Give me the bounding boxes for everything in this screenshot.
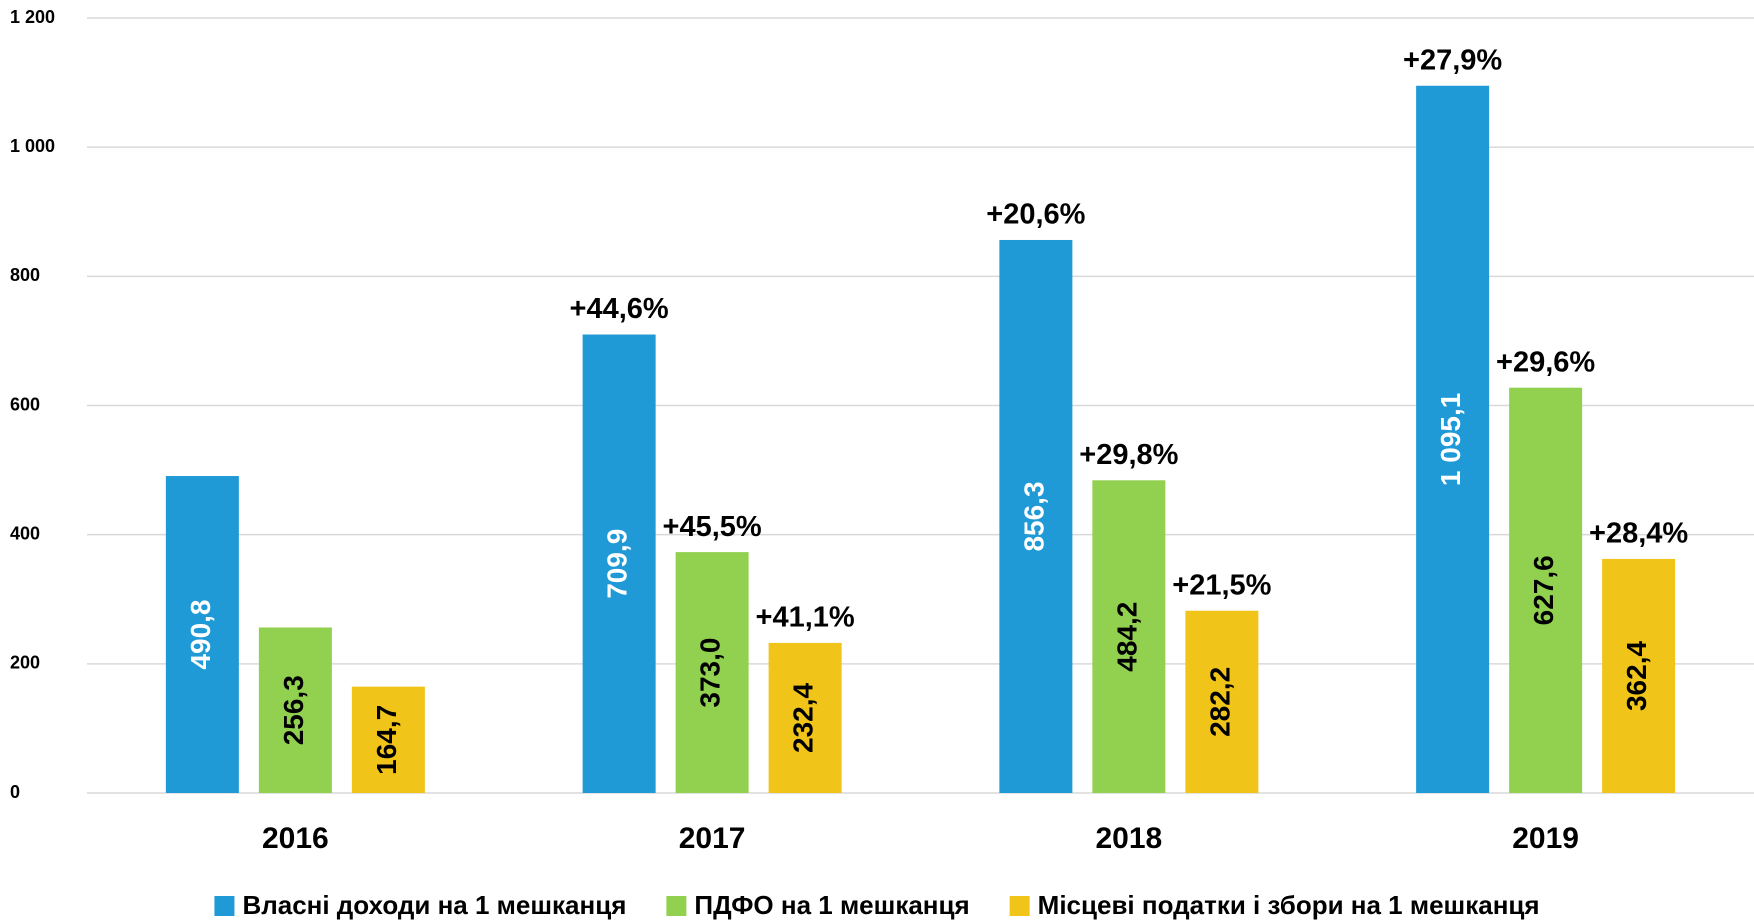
bar (999, 239, 1073, 794)
growth-label: +27,9% (1403, 44, 1502, 76)
legend-swatch (214, 896, 235, 916)
value-label: 627,6 (1528, 555, 1559, 625)
growth-label: +45,5% (663, 511, 762, 543)
y-tick-label: 200 (10, 653, 40, 673)
bar (1185, 610, 1259, 793)
legend-label: ПДФО на 1 мешканця (694, 890, 969, 920)
bar (1509, 387, 1583, 793)
y-tick-label: 0 (10, 782, 20, 802)
growth-label: +29,8% (1079, 439, 1178, 471)
growth-label: +20,6% (986, 199, 1085, 231)
y-tick-label: 600 (10, 394, 40, 414)
value-label: 709,9 (602, 529, 633, 599)
bar (768, 642, 842, 793)
value-label: 1 095,1 (1435, 393, 1466, 486)
y-tick-label: 1 200 (10, 7, 55, 27)
value-label: 256,3 (278, 675, 309, 745)
value-label: 362,4 (1621, 641, 1652, 711)
y-tick-label: 400 (10, 523, 40, 543)
bar (675, 552, 749, 793)
growth-label: +44,6% (570, 293, 669, 325)
bar (258, 627, 332, 793)
x-tick-label: 2017 (679, 822, 746, 855)
y-tick-label: 1 000 (10, 136, 55, 156)
bar (165, 476, 239, 793)
bar (582, 334, 656, 793)
value-label: 856,3 (1018, 481, 1049, 551)
growth-label: +21,5% (1172, 569, 1271, 601)
legend-swatch (1009, 896, 1030, 916)
bar (1602, 558, 1676, 793)
value-label: 373,0 (695, 638, 726, 708)
growth-label: +29,6% (1496, 346, 1595, 378)
growth-label: +41,1% (756, 602, 855, 634)
value-label: 232,4 (788, 682, 819, 752)
x-tick-label: 2016 (262, 822, 329, 855)
x-tick-label: 2018 (1096, 822, 1163, 855)
legend-label: Власні доходи на 1 мешканця (242, 890, 626, 920)
value-label: 484,2 (1111, 602, 1142, 672)
y-tick-label: 800 (10, 265, 40, 285)
x-tick-label: 2019 (1512, 822, 1579, 855)
bar (351, 686, 425, 793)
legend-swatch (666, 896, 687, 916)
value-label: 164,7 (371, 705, 402, 775)
growth-label: +28,4% (1589, 518, 1688, 550)
bar (1092, 480, 1166, 793)
legend-label: Місцеві податки і збори на 1 мешканця (1038, 890, 1540, 920)
value-label: 490,8 (185, 599, 216, 669)
value-label: 282,2 (1204, 667, 1235, 737)
bar (1416, 85, 1490, 793)
